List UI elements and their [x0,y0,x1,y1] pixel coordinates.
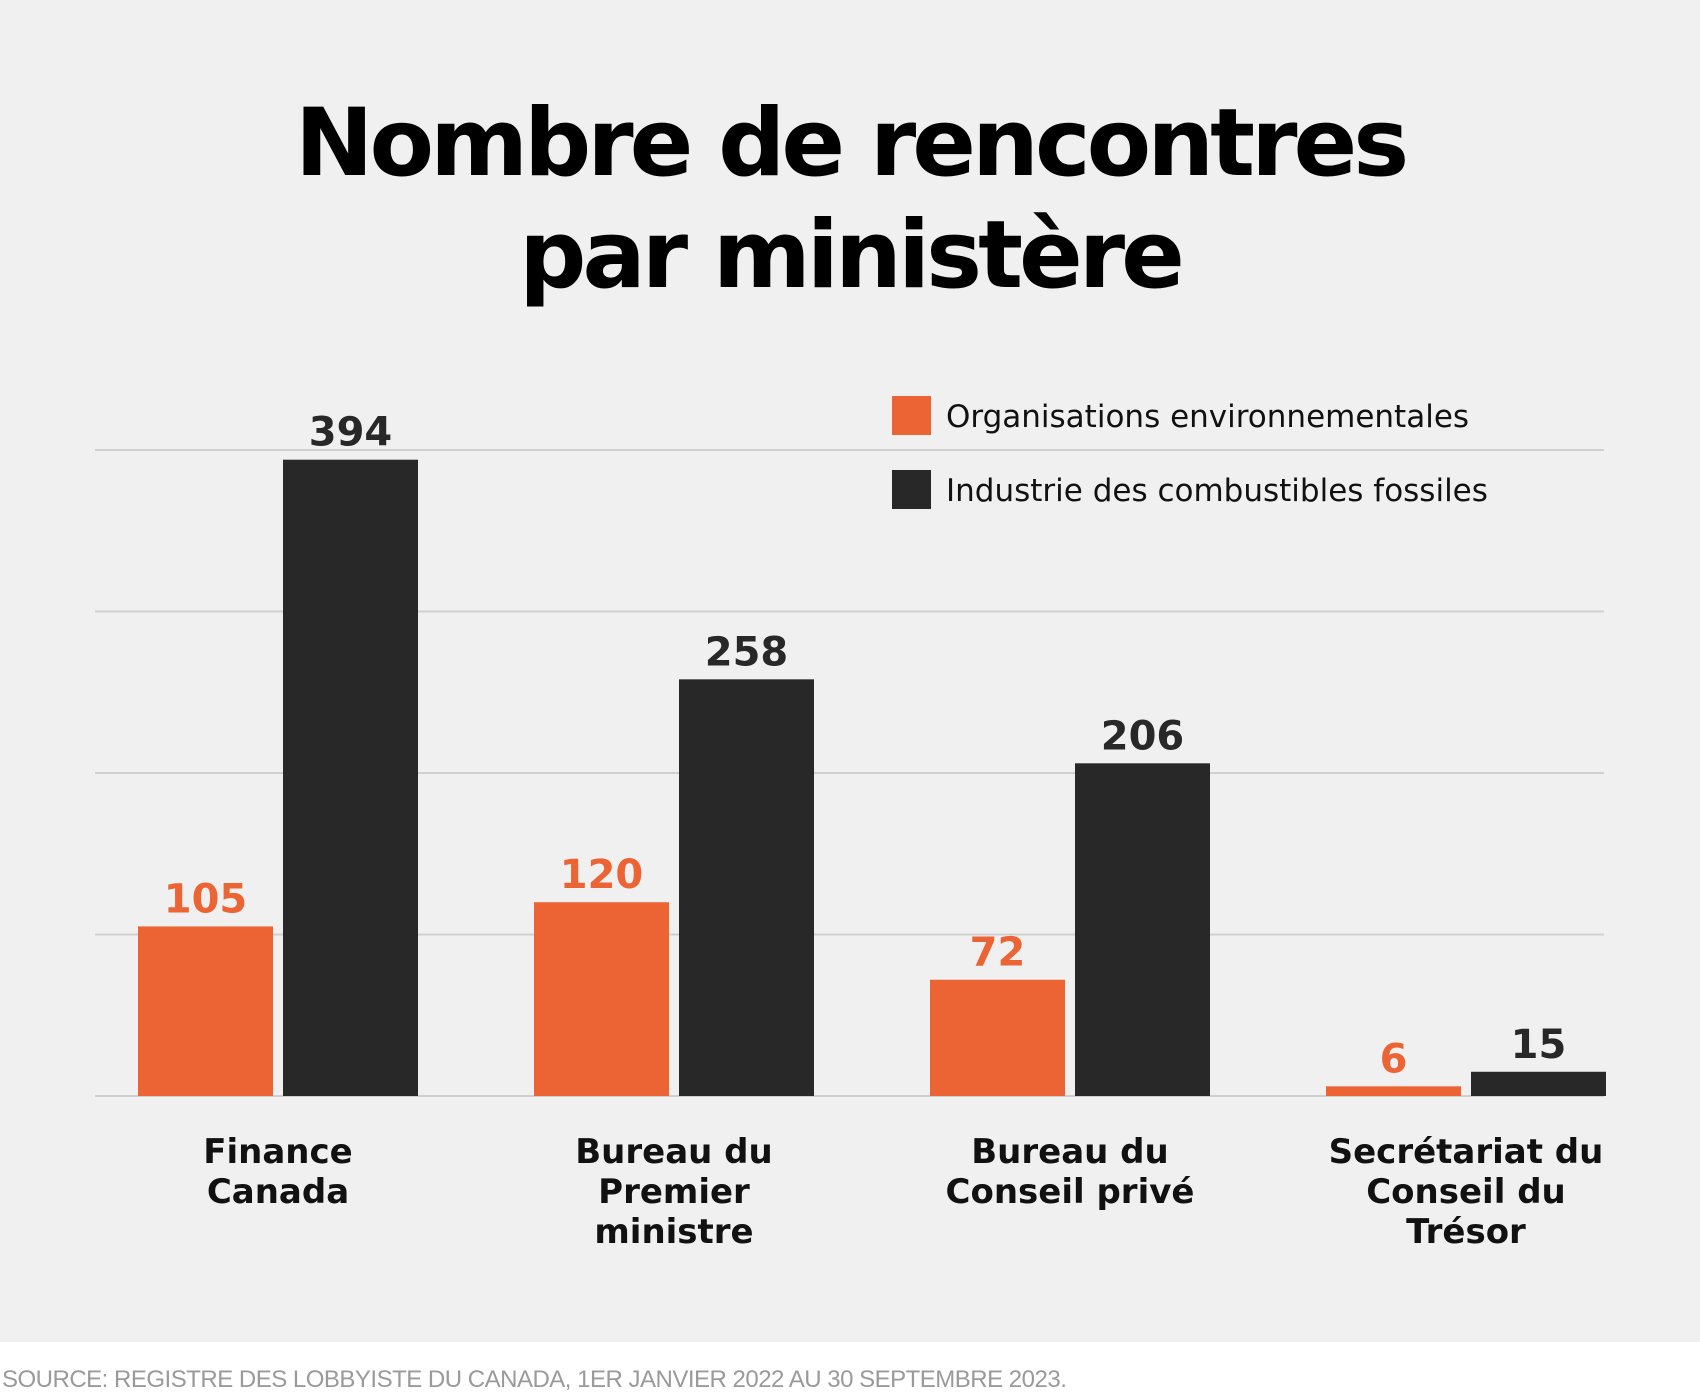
bar-environmental [930,979,1065,1096]
category-label: Finance [203,1132,352,1172]
category-label: Conseil privé [946,1172,1195,1212]
category-label: Bureau du [971,1132,1168,1172]
data-label: 120 [560,852,644,898]
category-label: Secrétariat du [1329,1132,1604,1172]
data-label: 6 [1380,1036,1408,1082]
chart-title: Nombre de rencontres par ministère [0,88,1700,312]
legend-label: Organisations environnementales [946,399,1469,435]
category-label: Bureau du [575,1132,772,1172]
bar-environmental [138,926,273,1096]
data-label: 105 [164,876,248,922]
data-label: 15 [1511,1022,1567,1068]
data-label: 72 [970,930,1026,976]
bar-fossil [1471,1071,1606,1096]
data-label: 206 [1101,713,1185,759]
category-label: Canada [207,1172,349,1212]
source-note: SOURCE: REGISTRE DES LOBBYISTE DU CANADA… [2,1366,1067,1393]
legend-label: Industrie des combustibles fossiles [946,473,1488,509]
title-line-2: par ministère [519,201,1185,310]
bar-fossil [1075,763,1210,1096]
legend-swatch [892,396,931,435]
title-line-1: Nombre de rencontres [294,89,1409,198]
category-label: Premier [598,1172,750,1212]
legend-swatch [892,470,931,509]
data-label: 394 [309,410,393,456]
category-label: Conseil du [1366,1172,1566,1212]
bar-environmental [534,902,669,1096]
data-label: 258 [705,629,789,675]
bar-environmental [1326,1086,1461,1096]
category-label: Trésor [1406,1212,1526,1252]
bar-fossil [679,679,814,1096]
bar-fossil [283,459,418,1096]
category-label: ministre [594,1212,753,1252]
